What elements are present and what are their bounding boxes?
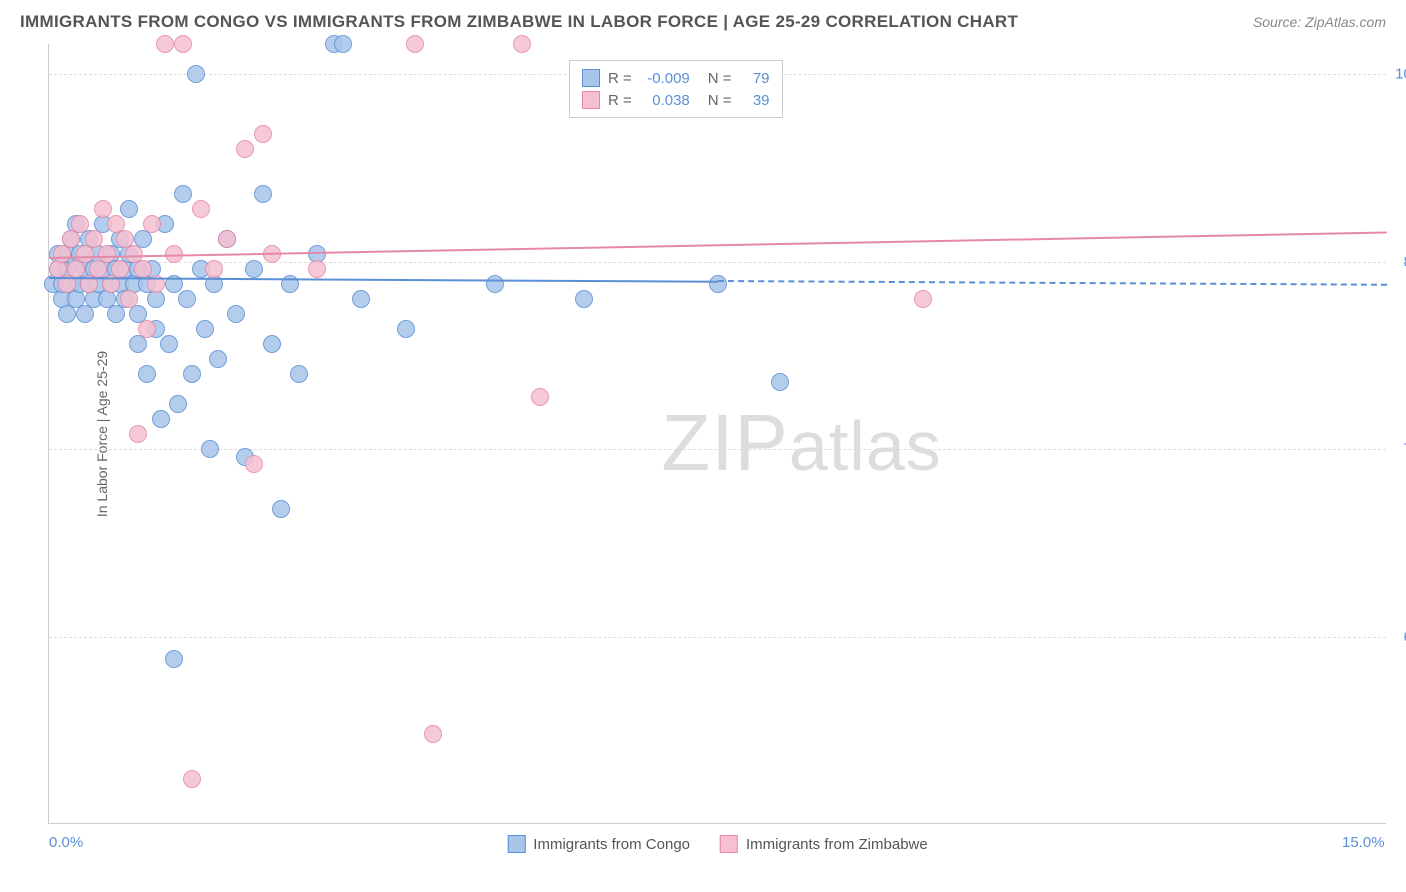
y-tick-label: 100.0% — [1391, 66, 1406, 83]
correlation-legend: R = -0.009 N = 79 R = 0.038 N = 39 — [569, 60, 783, 118]
x-tick-label: 15.0% — [1342, 834, 1385, 851]
legend-label: Immigrants from Congo — [533, 836, 690, 853]
n-label: N = — [708, 92, 732, 109]
data-point — [120, 200, 138, 218]
data-point — [227, 305, 245, 323]
n-label: N = — [708, 70, 732, 87]
data-point — [183, 365, 201, 383]
data-point — [169, 395, 187, 413]
data-point — [771, 373, 789, 391]
data-point — [486, 275, 504, 293]
data-point — [406, 35, 424, 53]
data-point — [174, 185, 192, 203]
y-tick-label: 62.5% — [1391, 628, 1406, 645]
legend-label: Immigrants from Zimbabwe — [746, 836, 928, 853]
r-label: R = — [608, 92, 632, 109]
correlation-row: R = -0.009 N = 79 — [582, 67, 770, 89]
data-point — [272, 500, 290, 518]
y-tick-label: 87.5% — [1391, 253, 1406, 270]
r-label: R = — [608, 70, 632, 87]
data-point — [397, 320, 415, 338]
data-point — [120, 290, 138, 308]
data-point — [192, 200, 210, 218]
data-point — [160, 335, 178, 353]
data-point — [205, 260, 223, 278]
legend-item: Immigrants from Congo — [507, 835, 690, 853]
n-value: 79 — [740, 70, 770, 87]
r-value: 0.038 — [640, 92, 690, 109]
series-legend: Immigrants from Congo Immigrants from Zim… — [507, 835, 927, 853]
data-point — [174, 35, 192, 53]
data-point — [156, 35, 174, 53]
grid-line — [49, 637, 1386, 638]
y-tick-label: 75.0% — [1391, 441, 1406, 458]
y-axis-label: In Labor Force | Age 25-29 — [94, 350, 110, 516]
data-point — [138, 365, 156, 383]
data-point — [134, 260, 152, 278]
legend-swatch — [582, 69, 600, 87]
data-point — [85, 230, 103, 248]
data-point — [236, 140, 254, 158]
data-point — [254, 125, 272, 143]
data-point — [94, 200, 112, 218]
data-point — [111, 260, 129, 278]
data-point — [290, 365, 308, 383]
data-point — [424, 725, 442, 743]
data-point — [165, 650, 183, 668]
trend-line — [49, 232, 1387, 259]
correlation-row: R = 0.038 N = 39 — [582, 89, 770, 111]
data-point — [254, 185, 272, 203]
source-label: Source: ZipAtlas.com — [1253, 14, 1386, 30]
data-point — [334, 35, 352, 53]
data-point — [513, 35, 531, 53]
data-point — [245, 260, 263, 278]
data-point — [196, 320, 214, 338]
data-point — [709, 275, 727, 293]
data-point — [71, 215, 89, 233]
watermark: ZIPatlas — [661, 397, 941, 489]
trend-line — [718, 280, 1387, 286]
data-point — [183, 770, 201, 788]
data-point — [129, 425, 147, 443]
chart-title: IMMIGRANTS FROM CONGO VS IMMIGRANTS FROM… — [20, 12, 1018, 32]
data-point — [914, 290, 932, 308]
chart-plot-area: In Labor Force | Age 25-29 ZIPatlas 62.5… — [48, 44, 1386, 824]
data-point — [352, 290, 370, 308]
data-point — [531, 388, 549, 406]
legend-swatch — [582, 91, 600, 109]
r-value: -0.009 — [640, 70, 690, 87]
data-point — [575, 290, 593, 308]
legend-swatch — [720, 835, 738, 853]
data-point — [201, 440, 219, 458]
data-point — [187, 65, 205, 83]
data-point — [98, 245, 116, 263]
data-point — [138, 320, 156, 338]
data-point — [143, 215, 161, 233]
legend-swatch — [507, 835, 525, 853]
data-point — [308, 260, 326, 278]
n-value: 39 — [740, 92, 770, 109]
legend-item: Immigrants from Zimbabwe — [720, 835, 928, 853]
data-point — [178, 290, 196, 308]
data-point — [245, 455, 263, 473]
data-point — [209, 350, 227, 368]
x-tick-label: 0.0% — [49, 834, 83, 851]
data-point — [152, 410, 170, 428]
data-point — [263, 335, 281, 353]
data-point — [218, 230, 236, 248]
